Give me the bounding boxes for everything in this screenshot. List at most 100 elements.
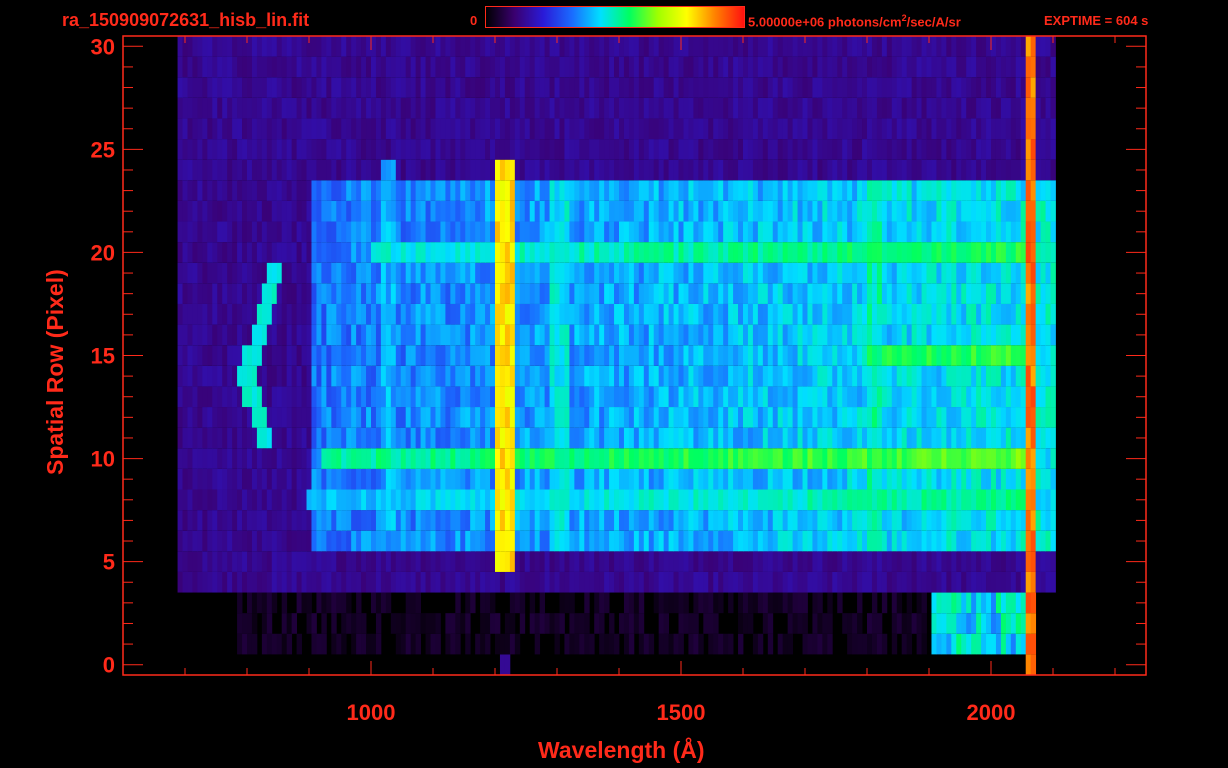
heatmap-cell <box>787 200 793 222</box>
heatmap-cell <box>1030 200 1037 222</box>
heatmap-cell <box>718 77 724 98</box>
heatmap-cell <box>326 303 332 325</box>
heatmap-cell <box>311 97 317 119</box>
heatmap-cell <box>946 407 952 428</box>
heatmap-cell <box>633 118 640 140</box>
heatmap-cell <box>564 200 570 222</box>
heatmap-cell <box>906 427 913 449</box>
heatmap-cell <box>450 530 456 552</box>
heatmap-cell <box>827 633 833 655</box>
heatmap-cell <box>1000 303 1007 325</box>
heatmap-cell <box>227 448 233 469</box>
heatmap-cell <box>192 180 198 201</box>
heatmap-cell <box>931 571 937 593</box>
heatmap-cell <box>1010 139 1017 160</box>
heatmap-cell <box>623 324 630 346</box>
heatmap-cell <box>614 468 620 490</box>
heatmap-cell <box>544 200 550 222</box>
heatmap-cell <box>777 200 784 222</box>
heatmap-cell <box>1040 97 1046 119</box>
heatmap-cell <box>390 262 397 284</box>
heatmap-cell <box>951 118 957 140</box>
heatmap-cell <box>296 303 302 325</box>
heatmap-cell <box>316 180 322 201</box>
heatmap-cell <box>247 97 253 119</box>
heatmap-cell <box>976 303 982 325</box>
heatmap-cell <box>767 303 774 325</box>
heatmap-cell <box>435 262 441 284</box>
heatmap-cell <box>440 56 446 78</box>
heatmap-cell <box>306 365 312 387</box>
heatmap-cell <box>321 571 327 593</box>
heatmap-cell <box>609 530 615 552</box>
heatmap-cell <box>356 345 362 366</box>
heatmap-cell <box>415 530 421 552</box>
heatmap-cell <box>852 97 858 119</box>
heatmap-cell <box>574 530 580 552</box>
heatmap-cell <box>212 386 218 408</box>
heatmap-cell <box>693 571 699 593</box>
heatmap-cell <box>1045 139 1051 160</box>
heatmap-cell <box>728 365 734 387</box>
heatmap-cell <box>619 283 625 304</box>
heatmap-cell <box>862 118 868 140</box>
heatmap-cell <box>728 407 734 428</box>
heatmap-cell <box>817 221 823 243</box>
heatmap-cell <box>901 551 908 572</box>
heatmap-cell <box>266 36 273 57</box>
heatmap-cell <box>495 427 501 449</box>
heatmap-cell <box>549 571 555 593</box>
heatmap-cell <box>341 613 347 634</box>
heatmap-cell <box>653 324 660 346</box>
heatmap-cell <box>276 427 283 449</box>
heatmap-cell <box>256 468 263 490</box>
heatmap-cell <box>648 159 655 181</box>
heatmap-cell <box>222 180 228 201</box>
heatmap-cell <box>321 386 327 408</box>
heatmap-cell <box>207 118 213 140</box>
heatmap-cell <box>539 180 545 201</box>
heatmap-cell <box>648 427 655 449</box>
heatmap-cell <box>222 530 228 552</box>
heatmap-cell <box>896 427 903 449</box>
heatmap-cell <box>1030 448 1037 469</box>
heatmap-cell <box>599 118 605 140</box>
heatmap-cell <box>787 345 793 366</box>
heatmap-cell <box>941 530 947 552</box>
heatmap-cell <box>470 365 476 387</box>
heatmap-cell <box>926 407 932 428</box>
heatmap-cell <box>291 303 297 325</box>
heatmap-cell <box>410 386 417 408</box>
heatmap-cell <box>519 468 526 490</box>
heatmap-cell <box>777 303 784 325</box>
heatmap-cell <box>261 468 268 490</box>
heatmap-cell <box>375 592 382 614</box>
heatmap-cell <box>956 427 962 449</box>
heatmap-cell <box>668 324 674 346</box>
heatmap-cell <box>574 262 580 284</box>
heatmap-cell <box>242 468 248 490</box>
heatmap-cell <box>817 180 823 201</box>
heatmap-cell <box>356 242 362 263</box>
heatmap-cell <box>951 283 957 304</box>
heatmap-cell <box>976 633 982 655</box>
heatmap-cell <box>326 283 332 304</box>
heatmap-cell <box>961 242 967 263</box>
heatmap-cell <box>1040 139 1046 160</box>
heatmap-cell <box>281 77 288 98</box>
heatmap-cell <box>430 262 436 284</box>
heatmap-cell <box>991 386 997 408</box>
heatmap-cell <box>941 592 947 614</box>
heatmap-cell <box>524 303 531 325</box>
heatmap-cell <box>738 56 744 78</box>
heatmap-cell <box>986 242 992 263</box>
heatmap-cell <box>539 530 545 552</box>
heatmap-cell <box>767 56 774 78</box>
heatmap-cell <box>688 510 694 531</box>
heatmap-cell <box>614 56 620 78</box>
heatmap-cell <box>847 633 853 655</box>
heatmap-cell <box>361 303 367 325</box>
heatmap-cell <box>842 139 848 160</box>
heatmap-cell <box>852 489 858 511</box>
heatmap-cell <box>1020 97 1027 119</box>
